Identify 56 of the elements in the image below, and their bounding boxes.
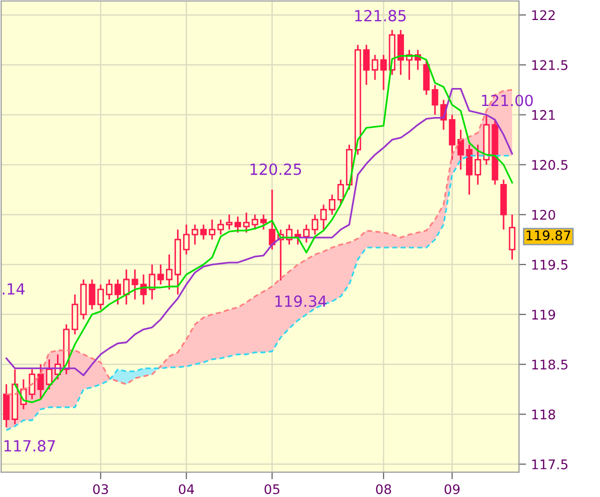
candlestick [28,368,36,400]
candlestick [217,218,224,236]
x-tick-label: 08 [376,484,392,494]
y-tick-label: 118 [532,409,556,420]
candlestick [88,278,96,310]
candlestick [114,278,122,306]
candlestick [106,278,112,300]
candlestick [157,264,164,286]
y-tick-label: 121 [532,110,555,120]
annotation: 120.25 [250,163,302,176]
candlestick [328,194,336,216]
candlestick [380,54,387,91]
candlestick [234,216,242,234]
y-tick-label: 122 [532,10,555,20]
candlestick [508,214,516,260]
annotation: 117.87 [4,440,55,452]
candlestick [226,214,233,230]
candlestick [303,224,310,244]
candlestick [37,364,44,400]
candlestick [260,214,267,230]
candlestick [243,212,250,234]
candlestick [183,224,190,256]
y-tick-label: 118.5 [532,360,568,370]
x-tick-label: 04 [178,484,194,494]
candlestick [474,144,482,186]
y-tick-label: 119.5 [532,260,568,270]
annotation: 121.00 [482,94,533,106]
candlestick [46,358,52,390]
y-tick-label: 120.5 [532,160,568,170]
candlestick [312,214,318,236]
x-tick-label: 09 [444,484,460,494]
candlestick [192,224,198,246]
candlestick [320,204,327,230]
candlestick [132,268,138,300]
text: 119.87 [526,230,570,240]
y-tick-label: 119 [532,310,556,320]
x-tick-label: 05 [264,484,280,494]
candlestick [208,218,216,240]
candlestick [363,44,370,86]
candlestick [337,178,344,206]
candlestick [97,284,104,310]
annotation: .14 [2,283,25,294]
annotation: 121.85 [355,10,406,22]
candlestick [372,54,378,81]
y-tick-label: 117.5 [532,460,568,470]
y-tick-label: 120 [532,210,556,220]
candlestick [457,129,464,170]
candlestick [268,188,276,250]
candlestick [200,224,207,240]
x-tick-label: 03 [93,484,108,494]
y-tick-label: 121.5 [532,60,568,70]
candlestick [123,268,130,306]
candlestick [432,84,438,116]
annotation: 119.34 [275,295,326,307]
candlestick [252,214,258,230]
candlestick [166,254,172,290]
